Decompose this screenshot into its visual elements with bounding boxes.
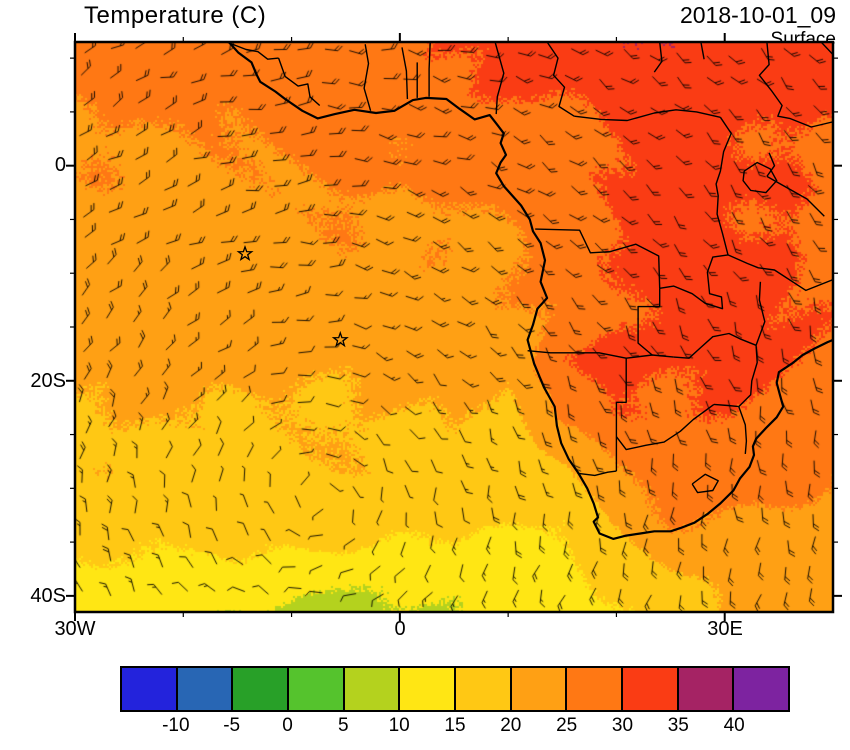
y-axis-label-0: 0	[54, 154, 66, 176]
colorbar-cell	[565, 668, 622, 710]
colorbar-cell	[676, 668, 733, 710]
colorbar-cell	[732, 668, 789, 710]
colorbar-tick-label: 0	[282, 715, 293, 736]
colorbar-cell	[398, 668, 455, 710]
plot-title: Temperature (C)	[84, 2, 267, 29]
colorbar-tick-label: -10	[162, 715, 190, 736]
colorbar-tick-label: 35	[667, 715, 689, 736]
colorbar-tick-label: 10	[388, 715, 410, 736]
temperature-field-canvas	[75, 42, 833, 612]
colorbar-cell	[287, 668, 343, 710]
y-axis-label-20s: 20S	[30, 370, 66, 392]
colorbar	[120, 666, 790, 712]
x-axis-label-30e: 30E	[707, 618, 743, 640]
colorbar-cell	[122, 668, 176, 710]
valid-datetime: 2018-10-01_09	[679, 2, 836, 28]
y-axis-label-40s: 40S	[30, 585, 66, 607]
x-axis-label-30w: 30W	[54, 618, 96, 640]
x-axis-label-0: 0	[394, 618, 406, 640]
colorbar-tick-label: 5	[338, 715, 349, 736]
colorbar-tick-label: 25	[556, 715, 578, 736]
colorbar-tick-label: -5	[223, 715, 241, 736]
colorbar-tick-label: 20	[500, 715, 522, 736]
colorbar-cell	[454, 668, 510, 710]
colorbar-tick-label: 40	[723, 715, 745, 736]
colorbar-cell	[175, 668, 232, 710]
colorbar-cell	[231, 668, 288, 710]
colorbar-cell	[621, 668, 677, 710]
colorbar-cell	[342, 668, 399, 710]
colorbar-tick-label: 30	[611, 715, 634, 736]
colorbar-cell	[509, 668, 566, 710]
colorbar-tick-label: 15	[444, 715, 466, 736]
